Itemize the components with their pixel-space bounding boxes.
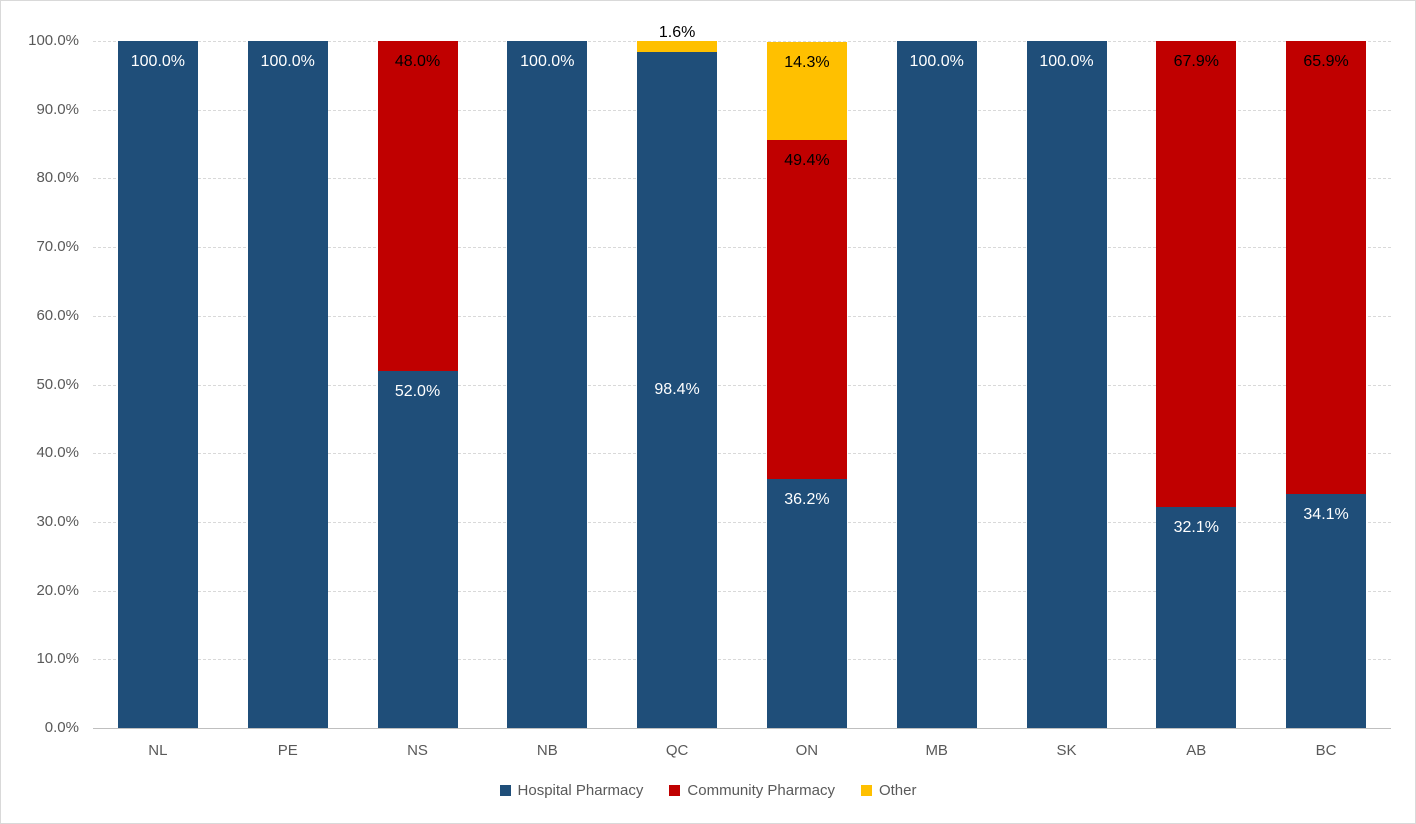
x-category-label-pe: PE (277, 742, 298, 759)
gridline (93, 247, 1391, 249)
legend-swatch-icon (499, 785, 511, 796)
data-label-pe-hospital-pharmacy: 100.0% (260, 53, 315, 70)
x-category-label-sk: SK (1056, 742, 1077, 759)
y-tick-label: 70.0% (36, 238, 79, 256)
x-axis-line (93, 728, 1391, 729)
y-tick-label: 100.0% (28, 32, 79, 49)
bar-segment-on-hospital-pharmacy (766, 479, 847, 728)
bar-segment-bc-hospital-pharmacy (1286, 493, 1367, 728)
legend-item-other: Other (860, 782, 917, 799)
y-tick-label: 80.0% (36, 169, 79, 187)
data-label-bc-hospital-pharmacy: 34.1% (1303, 505, 1349, 523)
gridline (93, 109, 1391, 111)
bar-segment-qc-other (637, 41, 718, 52)
x-category-label-nb: NB (536, 742, 558, 759)
y-tick-label: 90.0% (36, 100, 79, 118)
y-tick-label: 20.0% (36, 581, 79, 599)
bar-segment-pe-hospital-pharmacy (247, 41, 328, 728)
bar-segment-sk-hospital-pharmacy (1026, 41, 1107, 728)
gridline (93, 453, 1391, 455)
gridline (93, 41, 1391, 42)
data-label-on-hospital-pharmacy: 36.2% (784, 491, 830, 509)
data-label-ns-community-pharmacy: 48.0% (394, 53, 441, 70)
x-category-label-on: ON (795, 742, 819, 759)
bar-segment-qc-hospital-pharmacy (637, 51, 718, 728)
data-label-ns-hospital-pharmacy: 52.0% (394, 382, 441, 400)
legend-item-community-pharmacy: Community Pharmacy (669, 782, 835, 799)
legend-label: Other (878, 782, 917, 799)
gridline (93, 590, 1391, 592)
bar-segment-ab-hospital-pharmacy (1156, 507, 1237, 728)
bar-segment-nb-hospital-pharmacy (507, 41, 588, 728)
legend-swatch-icon (860, 785, 872, 796)
bar-segment-ns-community-pharmacy (377, 41, 458, 371)
x-category-label-bc: BC (1315, 742, 1337, 759)
data-label-qc-other: 1.6% (658, 24, 696, 41)
y-tick-label: 60.0% (36, 306, 79, 324)
legend-label: Community Pharmacy (687, 782, 835, 799)
data-label-ab-community-pharmacy: 67.9% (1173, 53, 1219, 70)
y-tick-label: 10.0% (36, 650, 79, 668)
x-category-label-ns: NS (407, 742, 428, 759)
legend: Hospital Pharmacy Community Pharmacy Other (1, 782, 1415, 799)
legend-label: Hospital Pharmacy (517, 782, 644, 799)
bar-segment-mb-hospital-pharmacy (896, 41, 977, 728)
gridline (93, 384, 1391, 386)
y-tick-label: 30.0% (36, 512, 79, 530)
gridline (93, 521, 1391, 523)
data-label-on-community-pharmacy: 49.4% (784, 151, 830, 169)
legend-item-hospital-pharmacy: Hospital Pharmacy (499, 782, 644, 799)
data-label-bc-community-pharmacy: 65.9% (1303, 53, 1349, 70)
bar-segment-ns-hospital-pharmacy (377, 370, 458, 728)
x-category-label-nl: NL (148, 742, 168, 759)
bar-segment-bc-community-pharmacy (1286, 41, 1367, 494)
x-category-label-ab: AB (1186, 742, 1207, 759)
gridline (93, 178, 1391, 180)
gridline (93, 315, 1391, 317)
gridline (93, 659, 1391, 661)
data-label-mb-hospital-pharmacy: 100.0% (909, 53, 964, 70)
y-tick-label: 0.0% (44, 719, 79, 736)
bar-segment-on-community-pharmacy (766, 139, 847, 480)
x-category-label-qc: QC (665, 742, 689, 759)
bar-segment-nl-hospital-pharmacy (117, 41, 198, 728)
bar-segment-on-other (766, 41, 847, 140)
y-tick-label: 50.0% (36, 375, 79, 393)
y-tick-label: 40.0% (36, 444, 79, 462)
x-category-label-mb: MB (925, 742, 948, 759)
data-label-sk-hospital-pharmacy: 100.0% (1039, 53, 1094, 70)
bar-segment-ab-community-pharmacy (1156, 41, 1237, 508)
data-label-on-other: 14.3% (784, 53, 830, 71)
data-label-qc-hospital-pharmacy: 98.4% (654, 381, 700, 399)
data-label-nb-hospital-pharmacy: 100.0% (520, 53, 575, 70)
data-label-ab-hospital-pharmacy: 32.1% (1173, 519, 1219, 537)
data-label-nl-hospital-pharmacy: 100.0% (130, 53, 186, 70)
legend-swatch-icon (669, 785, 681, 796)
